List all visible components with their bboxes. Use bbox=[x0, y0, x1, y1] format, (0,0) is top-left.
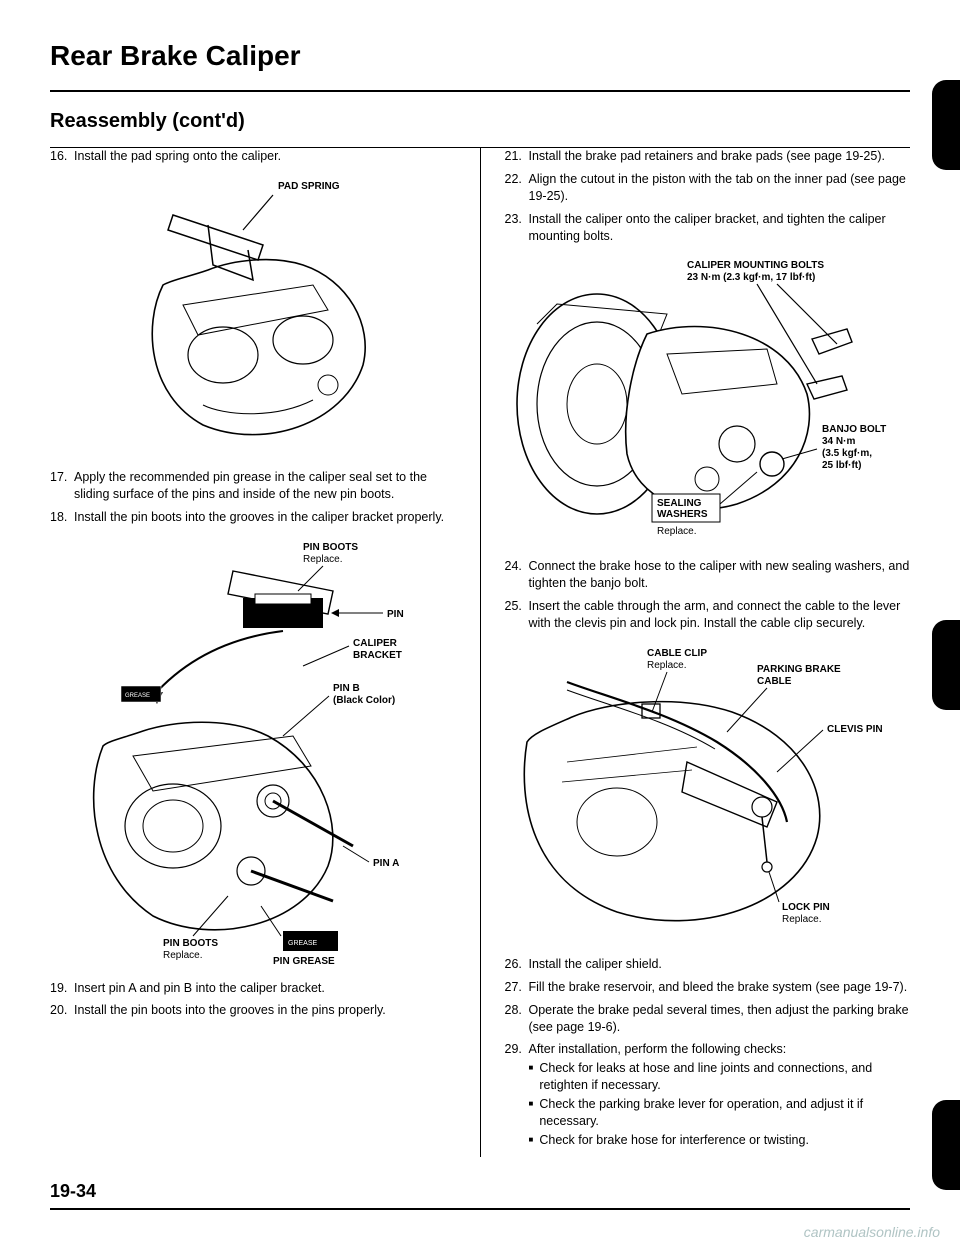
step-number: 18. bbox=[50, 509, 74, 526]
cable-clip-label-1: CABLE CLIP bbox=[647, 648, 707, 659]
pin-b-label-1: PIN B bbox=[333, 683, 360, 694]
lock-pin-label-2: Replace. bbox=[782, 914, 821, 925]
step-text: Apply the recommended pin grease in the … bbox=[74, 469, 456, 503]
page-title: Rear Brake Caliper bbox=[50, 40, 910, 72]
step-number: 29. bbox=[505, 1041, 529, 1150]
parking-cable-label-1: PARKING BRAKE bbox=[757, 664, 841, 675]
cable-clip-label-2: Replace. bbox=[647, 660, 686, 671]
pin-a-label: PIN A bbox=[373, 858, 399, 869]
divider-thick bbox=[50, 90, 910, 92]
step-number: 22. bbox=[505, 171, 529, 205]
pin-label: PIN bbox=[387, 609, 404, 620]
column-divider bbox=[480, 148, 481, 1157]
step-18: 18. Install the pin boots into the groov… bbox=[50, 509, 456, 526]
step-text: Align the cutout in the piston with the … bbox=[529, 171, 911, 205]
mounting-bolts-label-2: 23 N·m (2.3 kgf·m, 17 lbf·ft) bbox=[687, 272, 815, 283]
binder-tabs bbox=[932, 0, 960, 1242]
banjo-bolt-label-3: (3.5 kgf·m, bbox=[822, 448, 872, 459]
step-27: 27. Fill the brake reservoir, and bleed … bbox=[505, 979, 911, 996]
pin-b-label-2: (Black Color) bbox=[333, 695, 395, 706]
caliper-bracket-label-2: BRACKET bbox=[353, 650, 402, 661]
step-text: Install the caliper shield. bbox=[529, 956, 911, 973]
step-text: Fill the brake reservoir, and bleed the … bbox=[529, 979, 911, 996]
divider-bottom bbox=[50, 1208, 910, 1210]
left-column: 16. Install the pad spring onto the cali… bbox=[50, 148, 456, 1157]
step-number: 17. bbox=[50, 469, 74, 503]
step-28: 28. Operate the brake pedal several time… bbox=[505, 1002, 911, 1036]
figure-pad-spring: PAD SPRING bbox=[50, 175, 456, 455]
step-number: 25. bbox=[505, 598, 529, 632]
step-text: Install the pin boots into the grooves i… bbox=[74, 509, 456, 526]
right-column: 21. Install the brake pad retainers and … bbox=[505, 148, 911, 1157]
step-24: 24. Connect the brake hose to the calipe… bbox=[505, 558, 911, 592]
step-text: Insert pin A and pin B into the caliper … bbox=[74, 980, 456, 997]
clevis-pin-label: CLEVIS PIN bbox=[827, 724, 883, 735]
figure-pin-boots: PIN BOOTS Replace. PIN CALIPER BRACKET bbox=[50, 536, 456, 966]
step-text: Insert the cable through the arm, and co… bbox=[529, 598, 911, 632]
step-21: 21. Install the brake pad retainers and … bbox=[505, 148, 911, 165]
banjo-bolt-label-4: 25 lbf·ft) bbox=[822, 460, 861, 471]
step-16: 16. Install the pad spring onto the cali… bbox=[50, 148, 456, 165]
step-text: Install the pin boots into the grooves i… bbox=[74, 1002, 456, 1019]
svg-text:GREASE: GREASE bbox=[288, 940, 318, 947]
step-number: 27. bbox=[505, 979, 529, 996]
replace-label-bot: Replace. bbox=[163, 950, 202, 961]
lock-pin-label-1: LOCK PIN bbox=[782, 902, 830, 913]
figure-caliper-mount: CALIPER MOUNTING BOLTS 23 N·m (2.3 kgf·m… bbox=[505, 254, 911, 544]
step-20: 20. Install the pin boots into the groov… bbox=[50, 1002, 456, 1019]
step-text: Install the pad spring onto the caliper. bbox=[74, 148, 456, 165]
replace-label: Replace. bbox=[657, 526, 696, 537]
mounting-bolts-label-1: CALIPER MOUNTING BOLTS bbox=[687, 260, 824, 271]
step-23: 23. Install the caliper onto the caliper… bbox=[505, 211, 911, 245]
step-number: 28. bbox=[505, 1002, 529, 1036]
step-text-with-bullets: After installation, perform the followin… bbox=[529, 1041, 911, 1150]
caliper-bracket-label-1: CALIPER bbox=[353, 638, 398, 649]
parking-cable-label-2: CABLE bbox=[757, 676, 792, 687]
step-26: 26. Install the caliper shield. bbox=[505, 956, 911, 973]
step-number: 21. bbox=[505, 148, 529, 165]
pin-boots-label-top: PIN BOOTS bbox=[303, 542, 358, 553]
replace-label-top: Replace. bbox=[303, 554, 342, 565]
step-number: 19. bbox=[50, 980, 74, 997]
step-number: 16. bbox=[50, 148, 74, 165]
bullet-item: Check for brake hose for interference or… bbox=[529, 1132, 911, 1149]
svg-text:GREASE: GREASE bbox=[125, 693, 150, 699]
step-25: 25. Insert the cable through the arm, an… bbox=[505, 598, 911, 632]
banjo-bolt-label-2: 34 N·m bbox=[822, 436, 855, 447]
watermark: carmanualsonline.info bbox=[804, 1224, 940, 1240]
step-text: Install the caliper onto the caliper bra… bbox=[529, 211, 911, 245]
step-17: 17. Apply the recommended pin grease in … bbox=[50, 469, 456, 503]
step-text: Operate the brake pedal several times, t… bbox=[529, 1002, 911, 1036]
washers-label: WASHERS bbox=[657, 509, 708, 520]
page-number: 19-34 bbox=[50, 1181, 910, 1202]
bullet-item: Check for leaks at hose and line joints … bbox=[529, 1060, 911, 1094]
step-number: 24. bbox=[505, 558, 529, 592]
step-text: Install the brake pad retainers and brak… bbox=[529, 148, 911, 165]
step-text: After installation, perform the followin… bbox=[529, 1042, 787, 1056]
figure-cable-clip: CABLE CLIP Replace. PARKING BRAKE CABLE … bbox=[505, 642, 911, 942]
step-number: 26. bbox=[505, 956, 529, 973]
step-29: 29. After installation, perform the foll… bbox=[505, 1041, 911, 1150]
pin-grease-label: PIN GREASE bbox=[273, 956, 335, 966]
bullet-item: Check the parking brake lever for operat… bbox=[529, 1096, 911, 1130]
step-19: 19. Insert pin A and pin B into the cali… bbox=[50, 980, 456, 997]
pad-spring-label: PAD SPRING bbox=[278, 181, 340, 192]
sealing-label: SEALING bbox=[657, 498, 702, 509]
section-subtitle: Reassembly (cont'd) bbox=[50, 110, 910, 133]
banjo-bolt-label-1: BANJO BOLT bbox=[822, 424, 886, 435]
step-22: 22. Align the cutout in the piston with … bbox=[505, 171, 911, 205]
step-text: Connect the brake hose to the caliper wi… bbox=[529, 558, 911, 592]
step-number: 23. bbox=[505, 211, 529, 245]
step-number: 20. bbox=[50, 1002, 74, 1019]
pin-boots-label-bot: PIN BOOTS bbox=[163, 938, 218, 949]
